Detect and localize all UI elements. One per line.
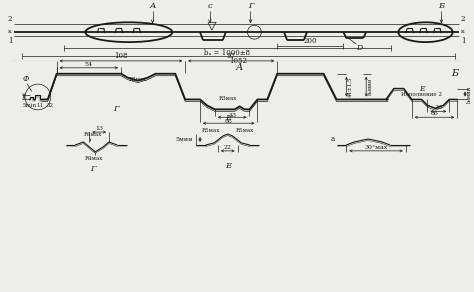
Text: 54: 54 <box>85 62 93 67</box>
Text: R4мах: R4мах <box>84 132 102 137</box>
Text: 2: 2 <box>8 15 12 23</box>
Text: 1052: 1052 <box>229 57 247 65</box>
Text: R4мах: R4мах <box>85 156 103 161</box>
Text: R5мах: R5мах <box>236 128 254 133</box>
Text: hₙмин: hₙмин <box>467 85 472 103</box>
Text: А: А <box>149 2 156 11</box>
Text: 11: 11 <box>36 103 43 108</box>
Text: bᵤ = 1000±8: bᵤ = 1000±8 <box>204 49 250 57</box>
Text: Ф: Ф <box>23 75 29 83</box>
Text: 22: 22 <box>224 145 232 150</box>
Text: 108: 108 <box>114 52 128 60</box>
Text: Г: Г <box>91 165 96 173</box>
Text: hₙмин: hₙмин <box>368 78 373 95</box>
Text: к: к <box>461 29 465 34</box>
Text: Е: Е <box>225 114 231 122</box>
Text: 33: 33 <box>228 113 236 118</box>
Text: 5min: 5min <box>23 103 37 108</box>
Text: 5мин: 5мин <box>176 138 193 142</box>
Text: 13: 13 <box>95 126 103 131</box>
Text: с: с <box>208 2 212 11</box>
Text: к: к <box>8 29 12 34</box>
Text: 33: 33 <box>434 105 442 110</box>
Text: D: D <box>356 44 363 52</box>
Text: Б: Б <box>452 69 459 78</box>
Text: Г: Г <box>113 105 118 113</box>
Text: R3мах: R3мах <box>128 77 147 82</box>
Text: 30°мах: 30°мах <box>365 145 388 150</box>
Text: Б: Б <box>438 2 445 11</box>
Text: 1: 1 <box>8 37 12 45</box>
Text: Е: Е <box>419 84 424 93</box>
Text: 44±1,5: 44±1,5 <box>348 77 353 97</box>
Text: 1: 1 <box>461 37 465 45</box>
Text: 32: 32 <box>46 103 53 108</box>
Text: 97: 97 <box>227 52 236 60</box>
Text: Г: Г <box>248 2 253 11</box>
Text: 66: 66 <box>430 111 438 116</box>
Text: 66: 66 <box>225 119 233 124</box>
Text: R5мах: R5мах <box>201 128 220 133</box>
Text: Е: Е <box>225 162 231 170</box>
Text: 2: 2 <box>461 15 465 23</box>
Text: 200: 200 <box>303 37 317 45</box>
Text: А: А <box>236 63 243 72</box>
Text: a: a <box>330 135 335 143</box>
Text: Исполнение 2: Исполнение 2 <box>401 93 442 98</box>
Text: R3мах: R3мах <box>219 96 237 101</box>
